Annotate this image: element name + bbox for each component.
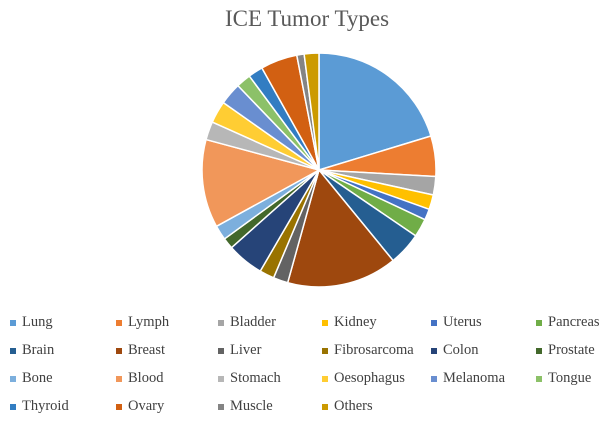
legend-swatch — [116, 319, 122, 326]
legend-label: Liver — [230, 342, 262, 358]
legend-swatch — [10, 403, 16, 410]
legend-swatch — [10, 375, 16, 382]
legend-label: Blood — [128, 370, 164, 386]
pie-slice-blood — [201, 138, 320, 228]
legend-swatch — [322, 347, 328, 354]
pie-slice-others — [303, 52, 320, 171]
legend-swatch — [10, 347, 16, 354]
legend-item-lymph: Lymph — [116, 314, 169, 331]
legend-item-bladder: Bladder — [218, 314, 276, 331]
legend-item-liver: Liver — [218, 342, 261, 359]
legend-swatch — [322, 403, 328, 410]
legend-swatch — [218, 347, 224, 354]
legend-label: Oesophagus — [334, 370, 405, 386]
chart-title: ICE Tumor Types — [224, 6, 390, 31]
legend-item-pancreas: Pancreas — [536, 314, 600, 331]
pie-slice-lung — [318, 52, 432, 171]
legend-item-prostate: Prostate — [536, 342, 595, 359]
legend-label: Pancreas — [548, 314, 600, 330]
legend-item-muscle: Muscle — [218, 398, 273, 415]
legend-label: Thyroid — [22, 398, 69, 414]
legend-swatch — [431, 319, 437, 326]
legend-swatch — [116, 375, 122, 382]
legend-label: Brain — [22, 342, 55, 358]
pie-slice-breast — [286, 169, 394, 288]
legend-label: Lymph — [128, 314, 170, 330]
legend-item-oesophagus: Oesophagus — [322, 370, 405, 387]
legend-item-ovary: Ovary — [116, 398, 164, 415]
legend-swatch — [536, 375, 542, 382]
legend-swatch — [218, 319, 224, 326]
legend-item-melanoma: Melanoma — [431, 370, 505, 387]
legend-item-uterus: Uterus — [431, 314, 482, 331]
legend-label: Breast — [128, 342, 166, 358]
legend-swatch — [10, 319, 16, 326]
legend-label: Melanoma — [443, 370, 506, 386]
legend-label: Colon — [443, 342, 479, 358]
legend-item-lung: Lung — [10, 314, 53, 331]
legend-label: Bone — [22, 370, 53, 386]
legend-swatch — [322, 375, 328, 382]
legend-item-kidney: Kidney — [322, 314, 377, 331]
legend-item-colon: Colon — [431, 342, 478, 359]
legend-item-blood: Blood — [116, 370, 163, 387]
legend-item-thyroid: Thyroid — [10, 398, 69, 415]
legend-item-bone: Bone — [10, 370, 53, 387]
legend-item-brain: Brain — [10, 342, 54, 359]
legend-label: Fibrosarcoma — [334, 342, 414, 358]
legend-item-fibrosarcoma: Fibrosarcoma — [322, 342, 414, 359]
legend-item-stomach: Stomach — [218, 370, 281, 387]
legend-label: Muscle — [230, 398, 273, 414]
legend-swatch — [218, 403, 224, 410]
legend-label: Bladder — [230, 314, 276, 330]
legend-label: Stomach — [230, 370, 281, 386]
legend-label: Tongue — [548, 370, 592, 386]
legend-swatch — [116, 403, 122, 410]
legend-label: Others — [334, 398, 373, 414]
legend-label: Prostate — [548, 342, 595, 358]
legend-swatch — [322, 319, 328, 326]
legend-item-breast: Breast — [116, 342, 165, 359]
legend-swatch — [218, 375, 224, 382]
legend-label: Lung — [22, 314, 53, 330]
legend-swatch — [536, 319, 542, 326]
legend-item-tongue: Tongue — [536, 370, 591, 387]
legend-swatch — [116, 347, 122, 354]
legend-swatch — [431, 375, 437, 382]
legend-label: Kidney — [334, 314, 377, 330]
legend-label: Uterus — [443, 314, 482, 330]
legend-label: Ovary — [128, 398, 165, 414]
legend-swatch — [431, 347, 437, 354]
pie-chart — [201, 52, 437, 288]
legend-item-others: Others — [322, 398, 373, 415]
legend-swatch — [536, 347, 542, 354]
